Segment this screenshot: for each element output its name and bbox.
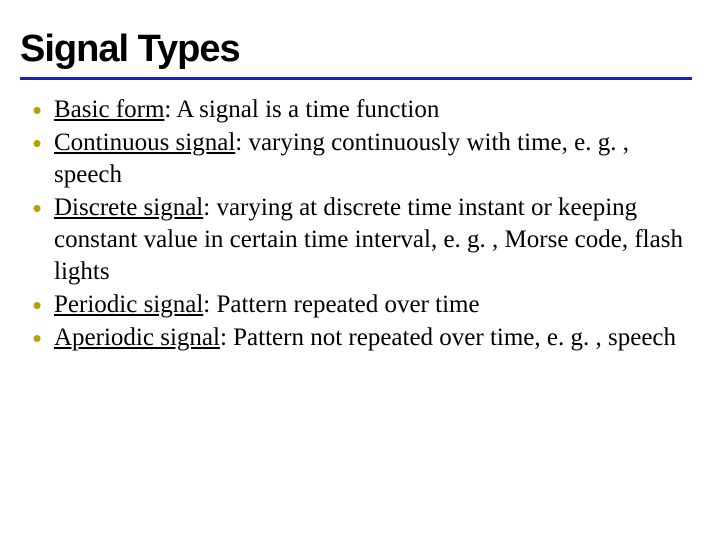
bullet-icon: •: [20, 127, 54, 159]
bullet-text: Continuous signal: varying continuously …: [54, 127, 692, 191]
bullet-icon: •: [20, 94, 54, 126]
slide-title: Signal Types: [20, 28, 692, 80]
bullet-list: • Basic form: A signal is a time functio…: [20, 94, 692, 354]
bullet-text: Basic form: A signal is a time function: [54, 94, 692, 126]
list-item: • Aperiodic signal: Pattern not repeated…: [20, 322, 692, 354]
list-item: • Continuous signal: varying continuousl…: [20, 127, 692, 191]
bullet-text: Discrete signal: varying at discrete tim…: [54, 192, 692, 288]
list-item: • Periodic signal: Pattern repeated over…: [20, 289, 692, 321]
list-item: • Basic form: A signal is a time functio…: [20, 94, 692, 126]
bullet-icon: •: [20, 192, 54, 224]
list-item: • Discrete signal: varying at discrete t…: [20, 192, 692, 288]
bullet-icon: •: [20, 289, 54, 321]
bullet-icon: •: [20, 322, 54, 354]
bullet-text: Periodic signal: Pattern repeated over t…: [54, 289, 692, 321]
bullet-text: Aperiodic signal: Pattern not repeated o…: [54, 322, 692, 354]
